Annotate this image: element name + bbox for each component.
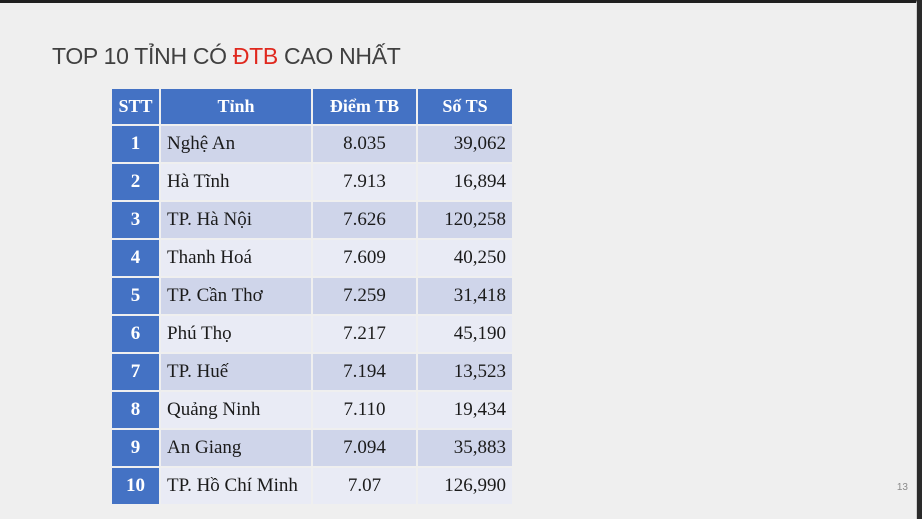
table-header-row: STT Tỉnh Điểm TB Số TS (112, 89, 512, 124)
rank-cell: 3 (112, 202, 159, 238)
candidates-cell: 13,523 (418, 354, 512, 390)
province-cell: Quảng Ninh (161, 392, 311, 428)
rank-cell: 7 (112, 354, 159, 390)
table-row: 9 An Giang 7.094 35,883 (112, 430, 512, 466)
province-cell: TP. Cần Thơ (161, 278, 311, 314)
slide-page-number: 13 (896, 482, 908, 493)
rank-cell: 2 (112, 164, 159, 200)
score-cell: 7.259 (313, 278, 416, 314)
rank-cell: 10 (112, 468, 159, 504)
candidates-cell: 31,418 (418, 278, 512, 314)
rank-cell: 4 (112, 240, 159, 276)
title-text-start: TOP 10 TỈNH CÓ (52, 43, 233, 69)
table-row: 6 Phú Thọ 7.217 45,190 (112, 316, 512, 352)
rank-cell: 5 (112, 278, 159, 314)
province-cell: TP. Hồ Chí Minh (161, 468, 311, 504)
table-row: 4 Thanh Hoá 7.609 40,250 (112, 240, 512, 276)
score-cell: 7.626 (313, 202, 416, 238)
province-cell: TP. Huế (161, 354, 311, 390)
slide-title: TOP 10 TỈNH CÓ ĐTB CAO NHẤT (52, 43, 401, 70)
header-stt: STT (112, 89, 159, 124)
score-cell: 8.035 (313, 126, 416, 162)
province-cell: Phú Thọ (161, 316, 311, 352)
table-row: 10 TP. Hồ Chí Minh 7.07 126,990 (112, 468, 512, 504)
score-cell: 7.913 (313, 164, 416, 200)
header-province: Tỉnh (161, 89, 311, 124)
title-text-end: CAO NHẤT (277, 43, 401, 69)
rank-cell: 6 (112, 316, 159, 352)
table-row: 7 TP. Huế 7.194 13,523 (112, 354, 512, 390)
header-candidate-count: Số TS (418, 89, 512, 124)
score-cell: 7.094 (313, 430, 416, 466)
candidates-cell: 126,990 (418, 468, 512, 504)
table-row: 5 TP. Cần Thơ 7.259 31,418 (112, 278, 512, 314)
candidates-cell: 19,434 (418, 392, 512, 428)
province-cell: Hà Tĩnh (161, 164, 311, 200)
rank-cell: 1 (112, 126, 159, 162)
candidates-cell: 35,883 (418, 430, 512, 466)
table-row: 1 Nghệ An 8.035 39,062 (112, 126, 512, 162)
province-cell: An Giang (161, 430, 311, 466)
candidates-cell: 40,250 (418, 240, 512, 276)
province-cell: TP. Hà Nội (161, 202, 311, 238)
province-cell: Thanh Hoá (161, 240, 311, 276)
score-cell: 7.110 (313, 392, 416, 428)
rank-cell: 9 (112, 430, 159, 466)
rank-cell: 8 (112, 392, 159, 428)
table-row: 8 Quảng Ninh 7.110 19,434 (112, 392, 512, 428)
table-row: 2 Hà Tĩnh 7.913 16,894 (112, 164, 512, 200)
score-cell: 7.609 (313, 240, 416, 276)
score-cell: 7.07 (313, 468, 416, 504)
province-cell: Nghệ An (161, 126, 311, 162)
title-accent-text: ĐTB (232, 43, 278, 69)
candidates-cell: 45,190 (418, 316, 512, 352)
score-cell: 7.194 (313, 354, 416, 390)
ranking-table: STT Tỉnh Điểm TB Số TS 1 Nghệ An 8.035 3… (110, 87, 514, 506)
candidates-cell: 16,894 (418, 164, 512, 200)
table-row: 3 TP. Hà Nội 7.626 120,258 (112, 202, 512, 238)
candidates-cell: 120,258 (418, 202, 512, 238)
header-average-score: Điểm TB (313, 89, 416, 124)
score-cell: 7.217 (313, 316, 416, 352)
candidates-cell: 39,062 (418, 126, 512, 162)
window-edge (917, 0, 922, 519)
